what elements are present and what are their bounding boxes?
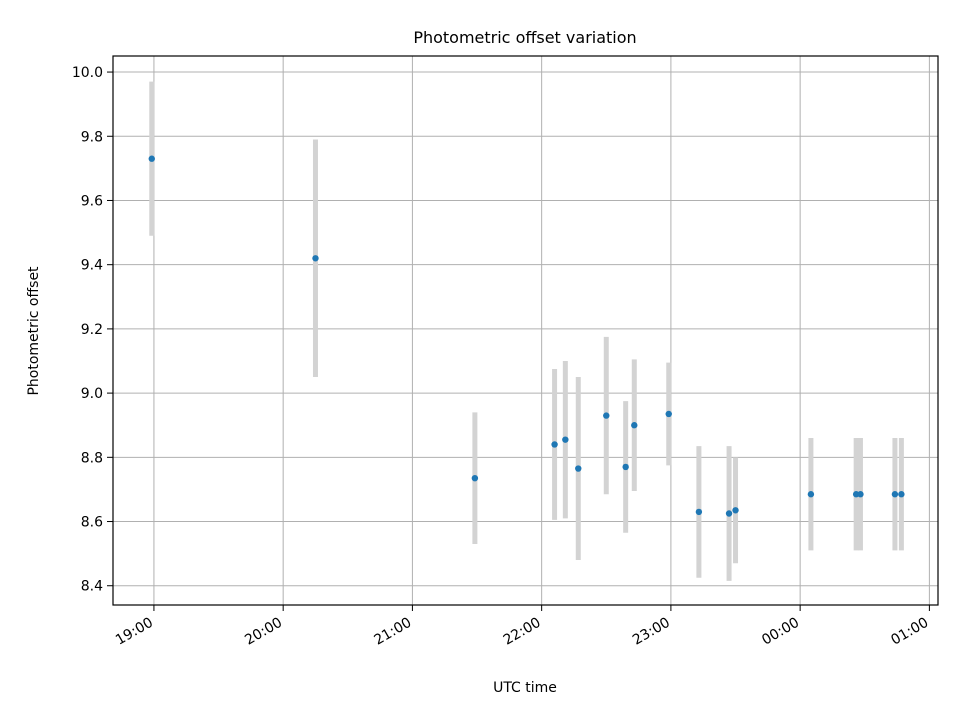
data-point — [891, 491, 899, 498]
data-point — [575, 465, 582, 472]
data-point — [471, 474, 479, 482]
y-axis-label: Photometric offset — [26, 266, 42, 396]
y-tick-label: 9.4 — [81, 258, 103, 274]
data-point — [898, 491, 905, 498]
data-point — [732, 507, 739, 514]
y-tick-label: 8.6 — [81, 515, 103, 531]
data-point — [551, 441, 558, 448]
plot-frame — [112, 55, 939, 606]
data-point — [665, 410, 672, 418]
y-tick-label: 9.0 — [81, 386, 103, 402]
grid — [113, 56, 938, 605]
data-point — [148, 155, 155, 162]
y-tick-label: 8.8 — [81, 450, 103, 466]
y-tick-label: 10.0 — [72, 65, 103, 81]
y-tick-label: 9.6 — [81, 193, 103, 209]
data-point — [857, 491, 864, 498]
data-point — [631, 422, 638, 429]
data-point — [807, 491, 815, 498]
data-point — [603, 412, 610, 419]
data-point — [725, 510, 733, 517]
data-points — [148, 155, 905, 517]
data-point — [312, 255, 319, 262]
y-tick-label: 8.4 — [81, 579, 103, 595]
y-axis: 8.4 8.6 8.8 9.0 9.2 9.4 9.6 9.8 10.0 — [72, 65, 113, 595]
data-point — [695, 508, 703, 516]
data-point — [622, 463, 629, 471]
y-tick-label: 9.2 — [81, 322, 103, 338]
x-axis-label: UTC time — [493, 680, 557, 696]
data-point — [562, 436, 569, 443]
chart-title: Photometric offset variation — [413, 28, 636, 47]
y-tick-label: 9.8 — [81, 129, 103, 145]
